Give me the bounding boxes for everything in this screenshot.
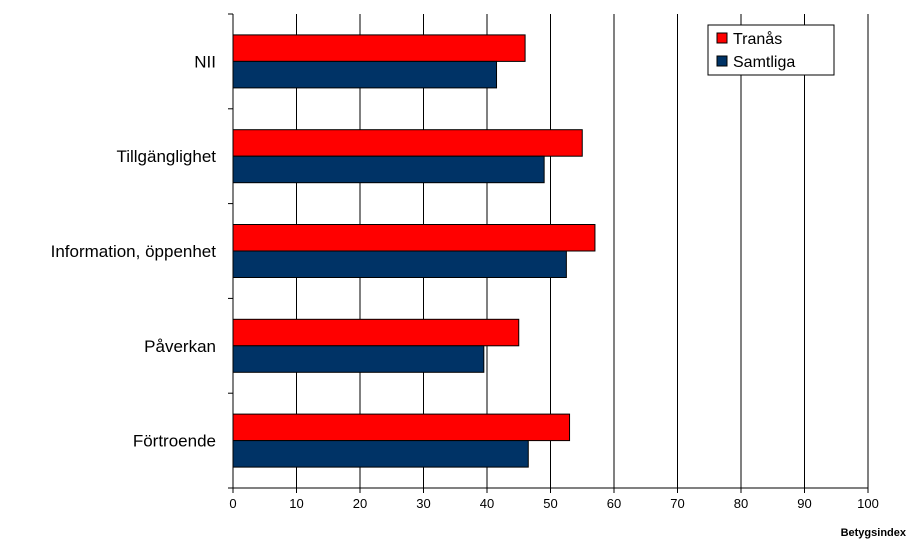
tick-label-x-50: 50 <box>543 496 557 511</box>
category-label: Information, öppenhet <box>51 242 217 261</box>
bar-Tranås-NII <box>232 34 526 62</box>
bar-Samtliga-Information, öppenhet <box>232 250 567 278</box>
bar-Tranås-Tillgänglighet <box>232 129 583 157</box>
tick-label-x-10: 10 <box>289 496 303 511</box>
axes <box>228 13 869 493</box>
legend-swatch-Samtliga <box>716 55 728 67</box>
category-label: Tillgänglighet <box>116 147 216 166</box>
category-label: Förtroende <box>133 432 216 451</box>
tick-label-x-80: 80 <box>734 496 748 511</box>
tick-label-x-90: 90 <box>797 496 811 511</box>
tick-label-x-40: 40 <box>480 496 494 511</box>
legend-label-Samtliga: Samtliga <box>733 54 795 71</box>
x-axis-title: Betygsindex <box>841 527 907 539</box>
bar-Samtliga-NII <box>232 60 498 89</box>
category-labels: NII Tillgänglighet Information, öppenhet På… <box>51 52 217 450</box>
legend-label-Tranås: Tranås <box>733 30 782 48</box>
bars <box>232 34 596 468</box>
bar-Samtliga-Påverkan <box>232 345 485 373</box>
tick-label-x-100: 100 <box>857 496 879 511</box>
category-label: Påverkan <box>144 337 216 356</box>
tick-label-x-30: 30 <box>416 496 430 511</box>
bar-Samtliga-Tillgänglighet <box>232 155 545 184</box>
tick-label-x-70: 70 <box>670 496 684 511</box>
legend: Tranås Samtliga <box>707 24 835 76</box>
legend-box <box>707 24 835 76</box>
bar-Samtliga-Förtroende <box>232 440 529 468</box>
tick-label-x-20: 20 <box>353 496 367 511</box>
bar-Tranås-Förtroende <box>232 413 571 442</box>
category-label: NII <box>194 52 216 71</box>
tick-label-x-60: 60 <box>607 496 621 511</box>
bar-Tranås-Påverkan <box>232 318 520 347</box>
legend-swatch-Tranås <box>716 32 728 44</box>
tick-label-x-0: 0 <box>229 496 236 511</box>
bar-Tranås-Information, öppenhet <box>232 224 596 252</box>
tick-labels: 0 10 20 30 40 50 60 70 80 90 100 <box>229 496 878 511</box>
